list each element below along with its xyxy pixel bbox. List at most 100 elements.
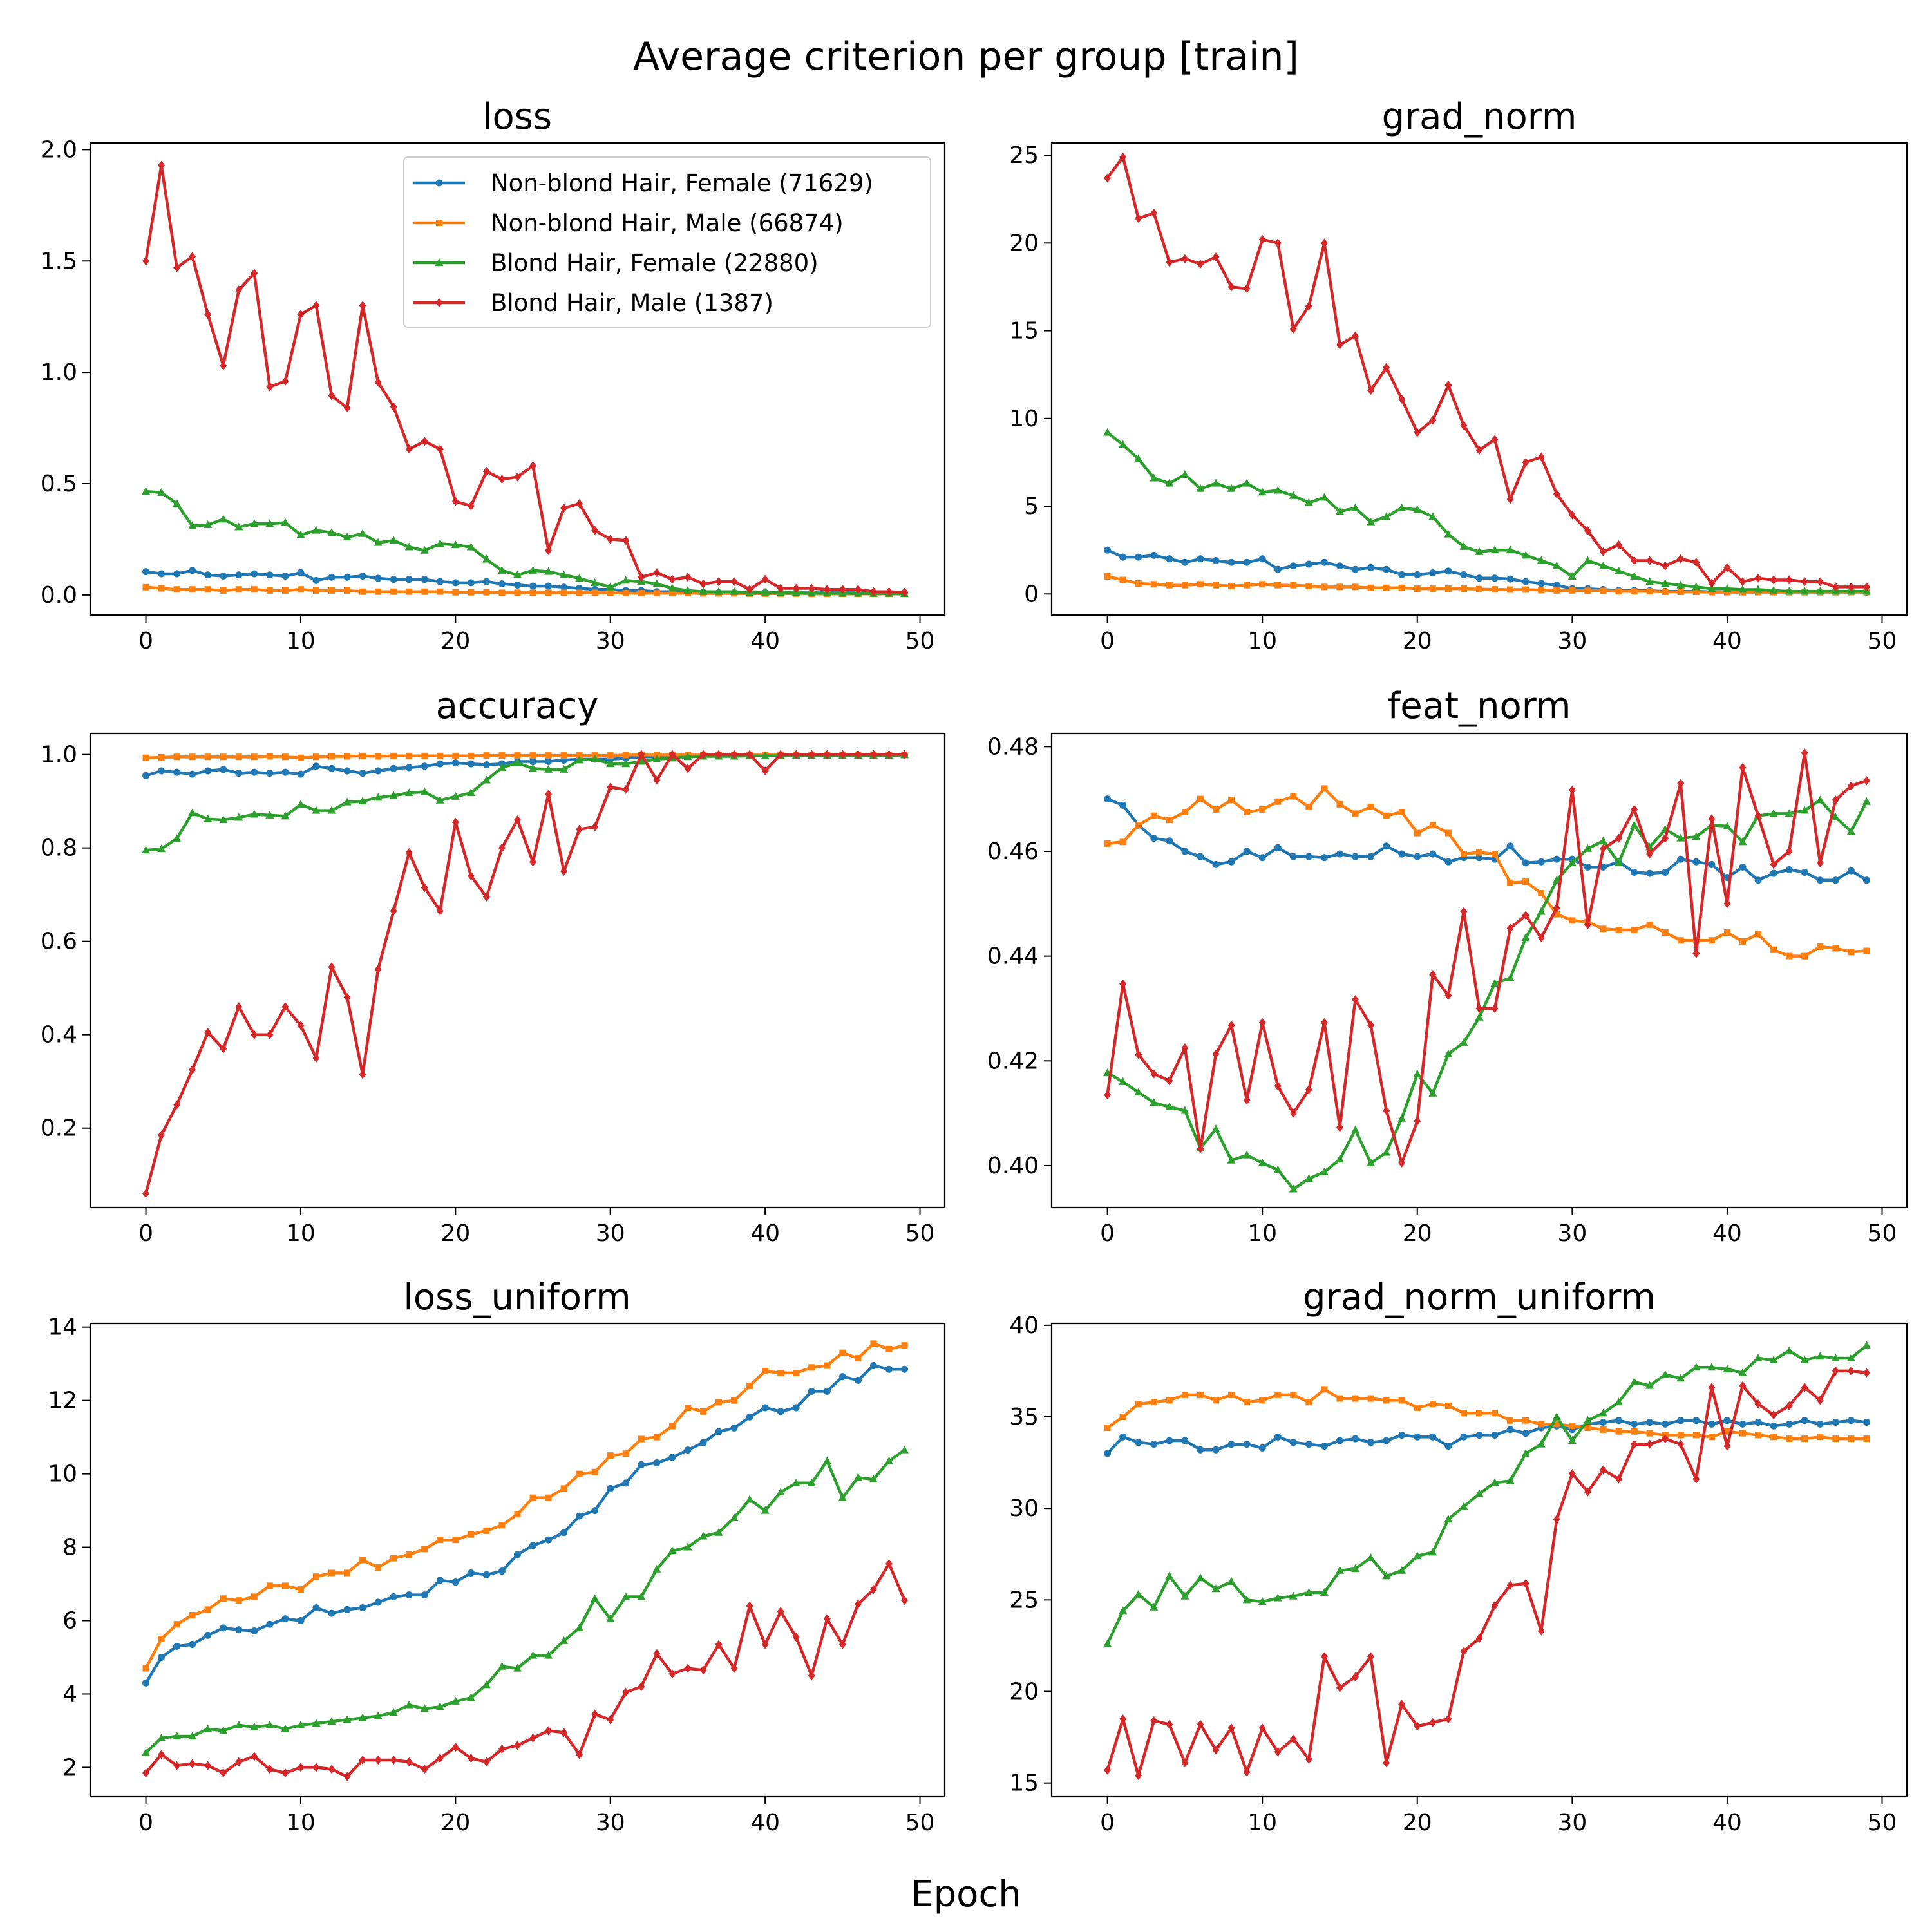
- data-point-loss-uniform-blond-female: [544, 1651, 553, 1659]
- data-point-loss-uniform-blond-female: [807, 1478, 816, 1486]
- data-point-accuracy-blond-female: [637, 757, 646, 765]
- data-point-grad-norm-uniform-nonblond-male: [1584, 1425, 1591, 1432]
- data-point-grad-norm-uniform-nonblond-female: [1414, 1433, 1421, 1441]
- data-point-loss-nonblond-male: [189, 586, 196, 593]
- data-point-loss-uniform-nonblond-male: [189, 1611, 196, 1618]
- data-point-loss-nonblond-female: [545, 582, 553, 590]
- data-point-feat-norm-blond-female: [1490, 978, 1499, 987]
- data-point-feat-norm-nonblond-male: [1383, 812, 1390, 819]
- data-point-loss-blond-female: [420, 545, 429, 554]
- data-point-grad-norm-nonblond-female: [1491, 574, 1499, 582]
- data-point-grad-norm-uniform-nonblond-female: [1383, 1437, 1390, 1444]
- data-point-grad-norm-uniform-nonblond-female: [1615, 1417, 1623, 1425]
- data-point-loss-uniform-blond-female: [219, 1726, 228, 1734]
- data-point-grad-norm-nonblond-male: [1259, 581, 1266, 588]
- x-tick-label-grad-norm-uniform: 40: [1712, 1810, 1742, 1836]
- data-point-grad-norm-blond-female: [1304, 498, 1313, 506]
- data-point-grad-norm-uniform-blond-female: [1196, 1573, 1205, 1582]
- data-point-grad-norm-blond-male: [1135, 214, 1142, 223]
- data-point-accuracy-blond-male: [900, 750, 908, 759]
- data-point-grad-norm-blond-male: [1847, 582, 1855, 592]
- data-point-feat-norm-nonblond-male: [1429, 822, 1436, 829]
- data-point-feat-norm-nonblond-male: [1817, 943, 1824, 950]
- data-point-accuracy-nonblond-male: [545, 752, 552, 759]
- data-point-feat-norm-nonblond-female: [1537, 858, 1545, 866]
- data-point-loss-uniform-nonblond-male: [545, 1494, 552, 1501]
- figure-title: Average criterion per group [train]: [633, 34, 1299, 79]
- data-point-loss-uniform-nonblond-male: [158, 1636, 165, 1642]
- data-point-feat-norm-nonblond-male: [1244, 808, 1251, 815]
- data-point-accuracy-nonblond-female: [328, 764, 336, 772]
- data-point-grad-norm-uniform-nonblond-male: [1615, 1428, 1622, 1435]
- data-point-loss-uniform-nonblond-male: [312, 1573, 319, 1580]
- data-point-feat-norm-nonblond-male: [1739, 938, 1746, 945]
- data-point-loss-nonblond-female: [529, 582, 537, 590]
- data-point-feat-norm-blond-male: [1398, 1158, 1406, 1168]
- data-point-grad-norm-uniform-blond-female: [1846, 1354, 1855, 1362]
- data-point-loss-uniform-blond-male: [746, 1601, 753, 1611]
- data-point-loss-uniform-blond-male: [560, 1728, 568, 1738]
- x-tick-label-feat-norm: 50: [1868, 1220, 1897, 1247]
- data-point-accuracy-blond-female: [466, 788, 475, 797]
- data-point-grad-norm-uniform-blond-female: [1800, 1355, 1809, 1363]
- data-point-loss-nonblond-female: [560, 583, 568, 591]
- legend-label-nonblond-female: Non-blond Hair, Female (71629): [491, 169, 873, 197]
- y-tick-label-grad-norm: 15: [1009, 318, 1039, 345]
- data-point-grad-norm-uniform-blond-male: [1816, 1396, 1824, 1405]
- data-point-feat-norm-nonblond-male: [1553, 911, 1560, 918]
- data-point-loss-blond-female: [404, 542, 413, 551]
- data-point-grad-norm-uniform-nonblond-female: [1599, 1419, 1607, 1426]
- data-point-grad-norm-blond-female: [1707, 584, 1716, 592]
- data-point-loss-blond-female: [250, 519, 259, 527]
- data-point-grad-norm-nonblond-male: [1615, 588, 1622, 595]
- data-point-grad-norm-uniform-blond-female: [1397, 1566, 1406, 1574]
- data-point-grad-norm-nonblond-male: [1538, 587, 1545, 594]
- data-point-grad-norm-blond-female: [1335, 507, 1344, 515]
- data-point-loss-uniform-blond-female: [591, 1594, 600, 1602]
- data-point-loss-uniform-nonblond-female: [189, 1641, 196, 1649]
- data-point-grad-norm-nonblond-male: [1708, 589, 1715, 596]
- data-point-loss-blond-female: [296, 530, 305, 538]
- data-point-grad-norm-uniform-nonblond-male: [1832, 1435, 1839, 1443]
- data-point-loss-uniform-nonblond-male: [359, 1557, 366, 1564]
- data-point-accuracy-blond-female: [250, 810, 259, 818]
- data-point-feat-norm-blond-female: [1119, 1077, 1128, 1085]
- data-point-grad-norm-uniform-blond-female: [1428, 1548, 1437, 1556]
- data-point-loss-uniform-nonblond-female: [668, 1454, 676, 1461]
- data-point-loss-uniform-nonblond-male: [281, 1582, 289, 1589]
- data-point-loss-uniform-nonblond-male: [777, 1369, 784, 1376]
- data-point-grad-norm-uniform-nonblond-female: [1352, 1435, 1359, 1443]
- data-point-feat-norm-blond-male: [1135, 1050, 1142, 1059]
- data-point-feat-norm-blond-male: [1537, 933, 1545, 943]
- data-point-grad-norm-uniform-blond-male: [1197, 1719, 1204, 1729]
- data-point-loss-blond-male: [638, 573, 645, 582]
- data-point-grad-norm-uniform-blond-female: [1335, 1566, 1344, 1574]
- data-point-feat-norm-blond-male: [1336, 1122, 1343, 1132]
- data-point-loss-uniform-blond-male: [421, 1765, 428, 1774]
- y-tick-label-loss: 1.5: [41, 248, 77, 274]
- data-point-loss-blond-male: [576, 499, 583, 509]
- data-point-accuracy-blond-male: [792, 750, 800, 759]
- data-point-feat-norm-blond-male: [1383, 1106, 1390, 1115]
- legend-marker-blond-male: [435, 298, 443, 307]
- data-point-grad-norm-uniform-nonblond-female: [1801, 1417, 1808, 1425]
- data-point-grad-norm-blond-male: [1491, 435, 1499, 444]
- data-point-loss-uniform-nonblond-male: [297, 1586, 304, 1593]
- data-point-feat-norm-blond-female: [1537, 907, 1546, 915]
- y-tick-label-accuracy: 1.0: [41, 742, 77, 768]
- data-point-accuracy-nonblond-male: [312, 753, 319, 761]
- data-point-accuracy-blond-male: [405, 848, 413, 857]
- data-point-accuracy-blond-male: [684, 764, 692, 773]
- data-point-accuracy-blond-female: [173, 834, 182, 842]
- data-point-grad-norm-uniform-blond-female: [1382, 1571, 1391, 1580]
- data-point-grad-norm-uniform-blond-male: [1336, 1683, 1343, 1692]
- data-point-accuracy-blond-male: [761, 766, 769, 776]
- data-point-loss-nonblond-male: [452, 589, 459, 596]
- data-point-grad-norm-uniform-nonblond-female: [1723, 1417, 1731, 1425]
- data-point-grad-norm-nonblond-female: [1352, 565, 1359, 573]
- data-point-accuracy-blond-male: [730, 750, 738, 759]
- x-tick-label-accuracy: 10: [286, 1220, 316, 1247]
- data-point-grad-norm-uniform-nonblond-male: [1197, 1391, 1204, 1398]
- data-point-loss-uniform-nonblond-male: [886, 1345, 893, 1352]
- data-point-grad-norm-uniform-blond-male: [1212, 1745, 1220, 1755]
